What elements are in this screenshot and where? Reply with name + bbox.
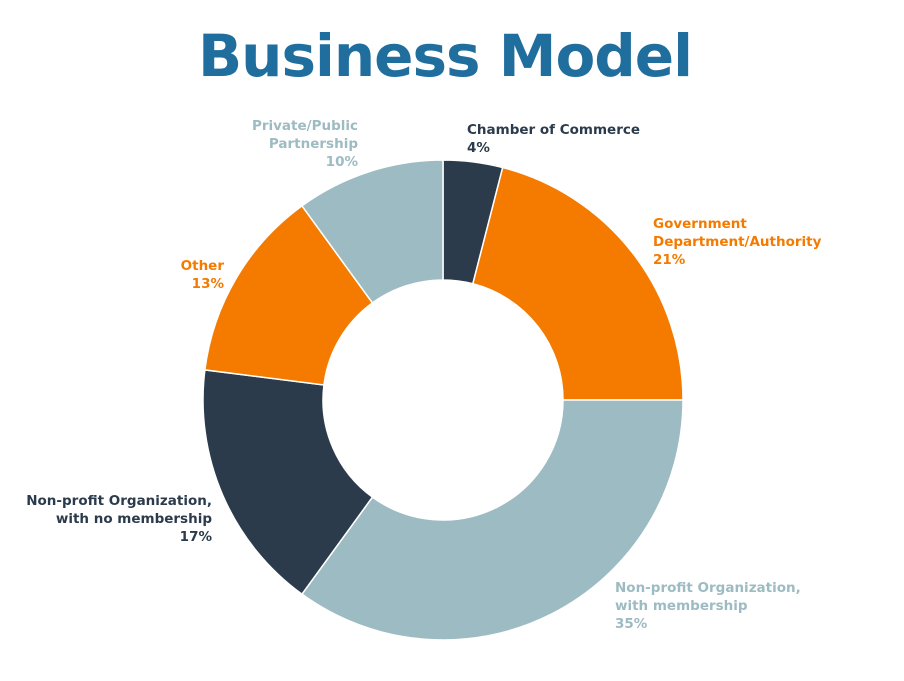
slice-label: Non-profit Organization, with no members… [12,492,212,546]
value-label: 17% [179,529,212,545]
value-label: 13% [191,276,224,292]
category-label: Non-profit Organization, with no members… [26,493,212,527]
category-label: Non-profit Organization, with membership [615,580,801,614]
category-label: Chamber of Commerce [467,122,641,138]
category-label: Private/Public Partnership [251,118,358,152]
slice-label: Government Department/Authority 21% [653,215,833,269]
chart-title: Business Model [197,22,693,90]
slice-label: Chamber of Commerce 4% [467,121,640,157]
category-label: Government Department/Authority [653,216,822,250]
slice-label: Private/Public Partnership 10% [228,117,358,171]
slice-label: Other 13% [181,257,224,293]
donut-slice [204,204,374,386]
value-label: 4% [467,140,490,156]
donut-slice [300,399,684,641]
donut-slice [202,369,374,596]
slice-label: Non-profit Organization, with membership… [615,579,810,633]
value-label: 10% [325,154,358,170]
donut-slice [471,166,684,401]
value-label: 35% [615,616,648,632]
category-label: Other [180,258,224,274]
value-label: 21% [653,252,686,268]
donut-slice [300,159,444,304]
